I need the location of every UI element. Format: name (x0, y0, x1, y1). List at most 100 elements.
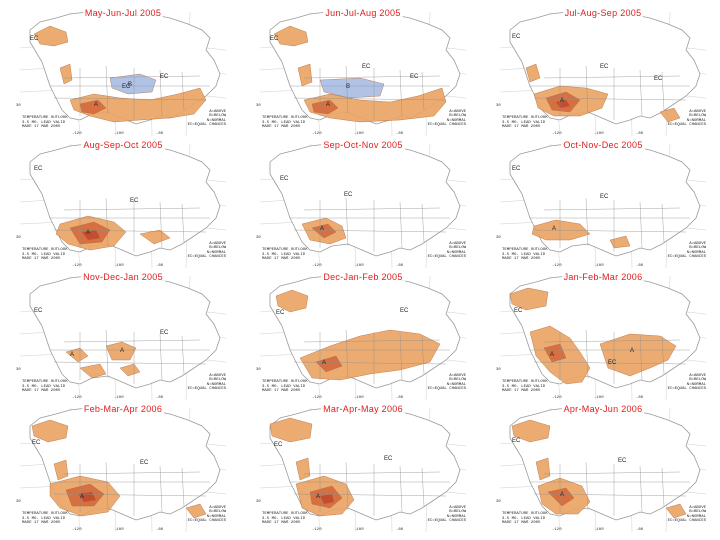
boundary-line (53, 361, 207, 365)
boundary-line (53, 97, 207, 101)
caption-line: 3.5 MO. LEAD VALID (22, 252, 66, 257)
region-label: EC (618, 458, 627, 464)
outlook-panel: EC EC A Dec-Jan-Feb 2005 TEMPERATURE OUTLOOK… (250, 272, 476, 400)
legend-line: N=NORMAL (446, 382, 466, 387)
region-label: EC (512, 438, 521, 444)
outlook-panel: EC EC A Apr-May-Jun 2006 TEMPERATURE OUTLOOK… (490, 404, 716, 532)
panel-title: Sep-Oct-Nov 2005 (250, 140, 476, 150)
caption-line: 3.5 MO. LEAD VALID (262, 120, 306, 125)
panel-title-text: Apr-May-Jun 2006 (561, 404, 645, 414)
caption-line: MADE 17 MAR 2005 (262, 257, 301, 262)
outlook-legend: A=ABOVE B=BELOW N=NORMAL EC=EQUAL CHANCES (188, 110, 226, 128)
outlook-map: EC EC EC A B (259, 11, 467, 136)
above-normal-region (269, 417, 313, 443)
boundary-line (105, 329, 109, 379)
boundary-line (399, 201, 403, 249)
caption-line: TEMPERATURE OUTLOOK (22, 380, 68, 385)
outlook-legend: A=ABOVE B=BELOW N=NORMAL EC=EQUAL CHANCES (668, 110, 706, 128)
outlook-legend: A=ABOVE B=BELOW N=NORMAL EC=EQUAL CHANCES (668, 506, 706, 524)
above-normal-region (665, 503, 687, 519)
boundary-line (345, 461, 349, 511)
latitude-tick: 30 (256, 236, 261, 240)
longitude-tick: -120 (72, 264, 82, 268)
boundary-line (63, 339, 201, 343)
region-label: EC (140, 460, 149, 466)
region-label: EC (654, 76, 663, 82)
longitude-tick: -100 (354, 132, 364, 136)
region-label: EC (344, 192, 353, 198)
legend-line: A=ABOVE (449, 241, 466, 246)
longitude-tick: -100 (594, 132, 604, 136)
above-normal-region (555, 99, 571, 109)
longitude-tick: -120 (312, 396, 322, 400)
legend-line: B=BELOW (449, 378, 466, 383)
region-label: EC (600, 194, 609, 200)
panel-title-text: Aug-Sep-Oct 2005 (81, 140, 165, 150)
region-label: B (346, 84, 350, 90)
above-normal-region (609, 235, 631, 249)
boundary-line (639, 69, 643, 117)
legend-line: EC=EQUAL CHANCES (427, 123, 466, 128)
outlook-panel: EC EC EC A B May-Jun-Jul 2005 TEMPERATURE OUTL… (10, 8, 236, 136)
continent-outline (509, 143, 701, 257)
outlook-legend: A=ABOVE B=BELOW N=NORMAL EC=EQUAL CHANCES (668, 242, 706, 260)
boundary-line (181, 335, 185, 375)
caption-line: 3.5 MO. LEAD VALID (502, 252, 546, 257)
caption-line: TEMPERATURE OUTLOOK (262, 380, 308, 385)
legend-line: EC=EQUAL CHANCES (667, 387, 706, 392)
above-normal-region (79, 363, 107, 379)
outlook-panel: EC EC A A Nov-Dec-Jan 2005 TEMPERATURE OUTLOO… (10, 272, 236, 400)
boundary-line (63, 207, 201, 211)
outlook-caption: TEMPERATURE OUTLOOK 3.5 MO. LEAD VALID MAD… (262, 380, 308, 394)
panel-title-text: Sep-Oct-Nov 2005 (321, 140, 405, 150)
outlook-legend: A=ABOVE B=BELOW N=NORMAL EC=EQUAL CHANCES (668, 374, 706, 392)
longitude-tick: -80 (636, 264, 644, 268)
region-label: EC (512, 166, 521, 172)
boundary-line (159, 201, 163, 249)
outlook-panel: EC EC EC A Jul-Aug-Sep 2005 TEMPERATURE OUTLO… (490, 8, 716, 136)
caption-line: TEMPERATURE OUTLOOK (502, 116, 548, 121)
boundary-line (345, 197, 349, 247)
outlook-map: EC EC A A (499, 275, 707, 400)
caption-line: MADE 17 MAR 2005 (22, 257, 61, 262)
boundary-line (533, 361, 687, 365)
boundary-line (159, 465, 163, 513)
legend-line: EC=EQUAL CHANCES (427, 387, 466, 392)
panel-title-text: Oct-Nov-Dec 2005 (561, 140, 645, 150)
caption-line: MADE 17 MAR 2005 (262, 125, 301, 130)
legend-line: N=NORMAL (686, 382, 706, 387)
longitude-tick: -100 (354, 528, 364, 532)
legend-line: B=BELOW (449, 510, 466, 515)
legend-line: A=ABOVE (209, 505, 226, 510)
region-label: EC (362, 64, 371, 70)
latitude-tick: 30 (16, 236, 21, 240)
region-label: A (120, 348, 124, 354)
above-normal-region (297, 63, 313, 87)
outlook-map: EC EC A (19, 143, 227, 268)
caption-line: MADE 17 MAR 2005 (502, 389, 541, 394)
region-label: EC (410, 74, 419, 80)
longitude-tick: -80 (396, 528, 404, 532)
boundary-line (543, 75, 681, 79)
outlook-map: EC EC A (499, 407, 707, 532)
outlook-legend: A=ABOVE B=BELOW N=NORMAL EC=EQUAL CHANCES (428, 110, 466, 128)
region-label: EC (34, 308, 43, 314)
boundary-line (639, 333, 643, 381)
above-normal-region (185, 503, 207, 519)
above-normal-region (311, 99, 339, 115)
outlook-map: EC EC A A (19, 275, 227, 400)
region-label: EC (34, 166, 43, 172)
caption-line: 3.5 MO. LEAD VALID (262, 384, 306, 389)
region-label: A (86, 230, 90, 236)
boundary-line (345, 65, 349, 115)
legend-line: N=NORMAL (206, 382, 226, 387)
latitude-tick: 30 (496, 104, 501, 108)
outlook-panel: EC EC A Sep-Oct-Nov 2005 TEMPERATURE OUTLOOK… (250, 140, 476, 268)
region-label: EC (32, 440, 41, 446)
outlook-legend: A=ABOVE B=BELOW N=NORMAL EC=EQUAL CHANCES (188, 242, 226, 260)
region-label: EC (600, 64, 609, 70)
legend-line: B=BELOW (209, 510, 226, 515)
continent-outline (269, 143, 461, 257)
outlook-legend: A=ABOVE B=BELOW N=NORMAL EC=EQUAL CHANCES (188, 506, 226, 524)
